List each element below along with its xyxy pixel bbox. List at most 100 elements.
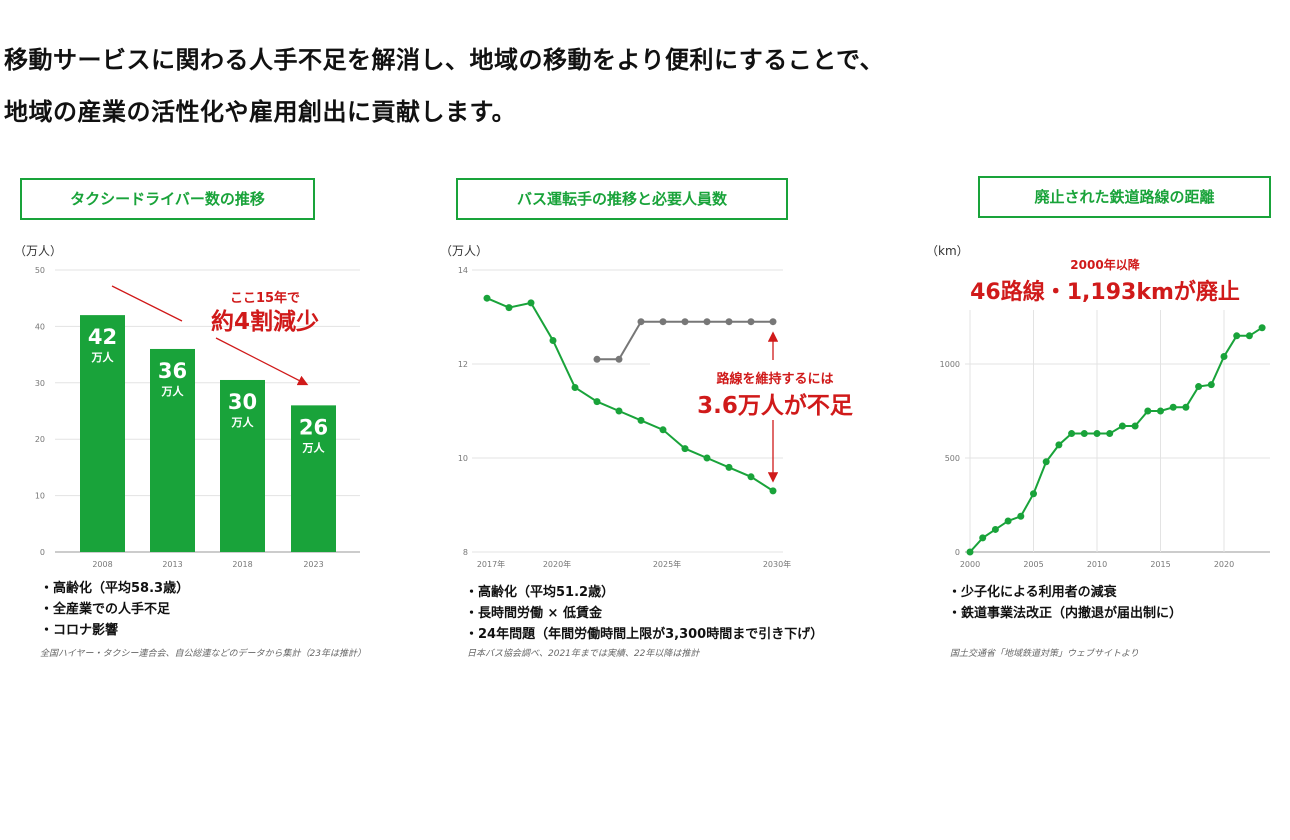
bullet: ・長時間労働 × 低賃金: [465, 606, 602, 621]
rail-bullets: ・少子化による利用者の減衰 ・鉄道事業法改正（内撤退が届出制に）: [948, 582, 1182, 624]
data-point: [1245, 332, 1253, 340]
panel-title-rail: 廃止された鉄道路線の距離: [978, 176, 1271, 218]
data-point: [1030, 490, 1037, 498]
bar-value-label: 36: [158, 359, 187, 383]
x-tick-label: 2020年: [543, 559, 571, 569]
y-tick-label: 50: [35, 266, 45, 275]
bullet: ・高齢化（平均58.3歳）: [40, 581, 190, 596]
rail-note-small: 2000年以降: [1070, 258, 1140, 272]
data-point: [1068, 430, 1076, 438]
bullet: ・鉄道事業法改正（内撤退が届出制に）: [948, 606, 1183, 621]
data-point: [769, 318, 777, 326]
taxi-bullets: ・高齢化（平均58.3歳） ・全産業での人手不足 ・コロナ影響: [40, 578, 189, 641]
data-point: [593, 398, 601, 406]
x-tick-label: 2010: [1087, 560, 1107, 569]
headline-line-2: 地域の産業の活性化や雇用創出に貢献します。: [4, 98, 517, 126]
data-point: [659, 318, 667, 326]
x-tick-label: 2025年: [653, 559, 681, 569]
data-point: [637, 318, 645, 326]
data-point: [725, 318, 733, 326]
series-line-0: [969, 326, 1263, 553]
data-point: [659, 426, 667, 434]
x-tick-label: 2017年: [477, 559, 505, 569]
x-tick-label: 2018: [232, 560, 252, 569]
rail-source: 国土交通省「地域鉄道対策」ウェブサイトより: [950, 649, 1139, 659]
x-tick-label: 2005: [1023, 560, 1043, 569]
rail-note-big: 46路線・1,193kmが廃止: [970, 280, 1240, 305]
x-tick-label: 2030年: [763, 559, 791, 569]
data-point: [966, 548, 974, 556]
data-point: [1080, 430, 1088, 438]
series-line-1: [597, 320, 773, 361]
bus-note-big: 3.6万人が不足: [697, 393, 853, 419]
y-tick-label: 0: [955, 548, 960, 557]
bar-unit-label: 万人: [231, 415, 255, 429]
data-point: [1106, 430, 1114, 438]
data-point: [615, 407, 623, 415]
y-tick-label: 14: [458, 266, 468, 275]
bar-2018: [220, 379, 265, 552]
data-point: [747, 473, 755, 481]
bullet: ・高齢化（平均51.2歳）: [465, 585, 615, 600]
y-tick-label: 1000: [940, 360, 960, 369]
bar-value-label: 30: [228, 390, 257, 414]
y-tick-label: 500: [945, 454, 960, 463]
bus-bullets: ・高齢化（平均51.2歳） ・長時間労働 × 低賃金 ・24年問題（年間労働時間…: [465, 582, 823, 645]
bar-2013: [150, 348, 195, 552]
bus-source: 日本バス協会調べ、2021年までは実績、22年以降は推計: [467, 649, 700, 659]
bullet: ・24年問題（年間労働時間上限が3,300時間まで引き下げ）: [465, 627, 824, 642]
panel-title-bus: バス運転手の推移と必要人員数: [456, 178, 788, 220]
data-point: [747, 318, 755, 326]
bullet: ・コロナ影響: [40, 623, 119, 638]
data-point: [637, 416, 645, 424]
y-tick-label: 0: [40, 548, 45, 557]
bar-2008: [80, 315, 125, 552]
data-point: [615, 355, 623, 363]
data-point: [1233, 332, 1241, 340]
data-point: [1131, 422, 1139, 430]
bullet: ・全産業での人手不足: [40, 602, 171, 617]
data-point: [1169, 403, 1177, 411]
taxi-note-big: 約4割減少: [210, 309, 319, 335]
data-point: [1195, 383, 1203, 391]
unit-rail: （km）: [926, 244, 969, 258]
data-point: [703, 454, 711, 462]
bar-unit-label: 万人: [91, 350, 115, 364]
data-point: [505, 304, 513, 312]
data-point: [1182, 403, 1190, 411]
trend-arrow: [215, 337, 309, 386]
x-tick-label: 2000: [960, 560, 980, 569]
series-line-0: [486, 297, 774, 492]
trend-arrow-tail: [111, 285, 183, 322]
data-point: [979, 534, 987, 542]
data-point: [1144, 407, 1152, 415]
data-point: [1055, 441, 1063, 449]
x-tick-label: 2023: [303, 560, 323, 569]
data-point: [1093, 430, 1101, 438]
y-tick-label: 20: [35, 435, 45, 444]
data-point: [549, 337, 557, 344]
data-point: [725, 463, 733, 471]
data-point: [681, 445, 689, 453]
data-point: [1207, 381, 1215, 389]
data-point: [571, 384, 579, 391]
data-point: [527, 299, 535, 307]
y-tick-label: 10: [458, 454, 468, 463]
y-tick-label: 30: [35, 379, 45, 388]
data-point: [1157, 407, 1164, 415]
data-point: [1258, 324, 1266, 332]
bar-value-label: 26: [299, 415, 328, 439]
data-point: [1042, 458, 1050, 466]
data-point: [593, 355, 601, 363]
taxi-source: 全国ハイヤー・タクシー連合会、自公総連などのデータから集計（23年は推計）: [40, 649, 367, 659]
headline-line-1: 移動サービスに関わる人手不足を解消し、地域の移動をより便利にすることで、: [4, 46, 885, 74]
data-point: [1017, 512, 1025, 520]
x-tick-label: 2015: [1150, 560, 1170, 569]
bar-unit-label: 万人: [161, 384, 185, 398]
data-point: [703, 318, 711, 326]
panel-title-taxi: タクシードライバー数の推移: [20, 178, 315, 220]
data-point: [681, 318, 689, 326]
x-tick-label: 2008: [92, 560, 112, 569]
data-point: [1004, 517, 1012, 525]
